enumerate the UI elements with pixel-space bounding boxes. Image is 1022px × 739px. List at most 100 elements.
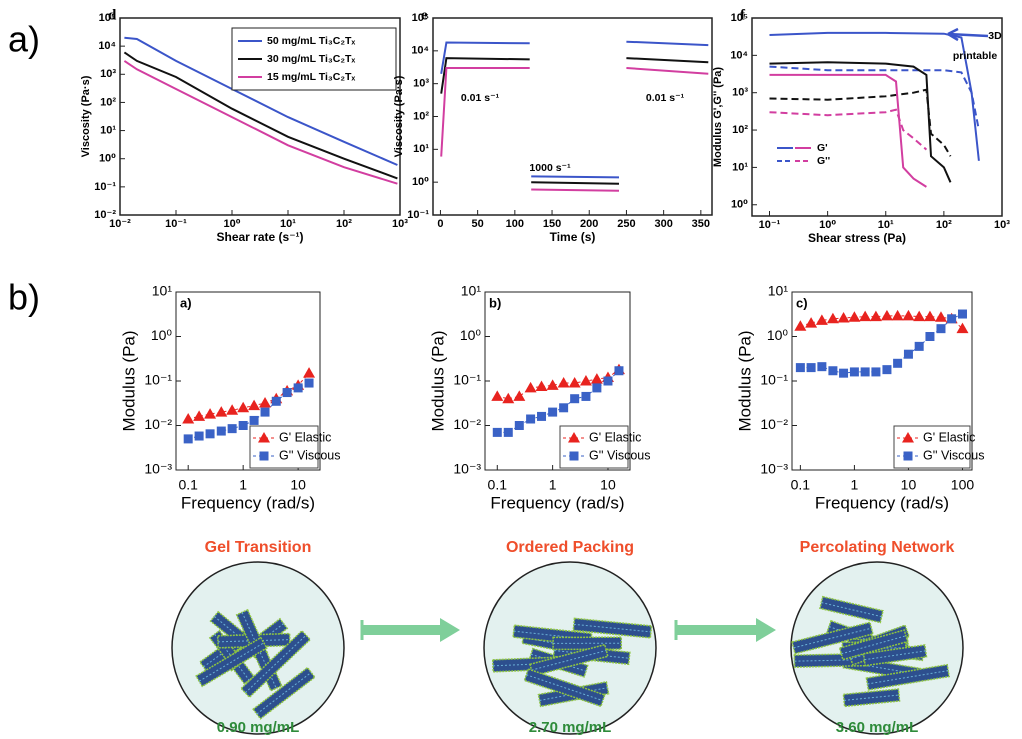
marker-square <box>304 378 314 388</box>
annotation: printable <box>953 50 997 62</box>
marker-triangle <box>535 380 548 392</box>
x-tick-label: 10³ <box>392 218 408 230</box>
marker-square <box>828 366 838 376</box>
x-tick-label: 0.1 <box>488 477 508 493</box>
x-tick-label: 10 <box>600 477 616 493</box>
nanosheet <box>791 621 874 655</box>
legend-marker <box>568 432 580 443</box>
marker-triangle <box>869 310 882 322</box>
nanosheet-stripe <box>573 623 651 633</box>
nanosheet <box>195 636 268 688</box>
x-tick-label: 10² <box>936 219 952 231</box>
marker-square <box>194 431 204 441</box>
y-tick-label: 10¹ <box>768 283 789 299</box>
marker-triangle <box>182 412 195 424</box>
marker-triangle <box>891 309 904 321</box>
marker-square <box>249 415 259 425</box>
stage-concentration: 3.60 mg/mL <box>836 719 919 736</box>
marker-triangle <box>215 406 228 417</box>
marker-square <box>205 429 215 439</box>
marker-triangle <box>237 401 250 413</box>
legend-label: G'' <box>817 155 830 167</box>
marker-square <box>260 407 270 417</box>
annotation: 1000 s⁻¹ <box>529 162 571 174</box>
nanosheet <box>838 629 909 661</box>
x-tick-label: 10⁰ <box>223 218 240 230</box>
legend-label: G' Elastic <box>589 430 641 444</box>
plot-frame <box>432 17 713 216</box>
y-tick-label: 10⁻² <box>453 416 481 432</box>
y-tick-label: 10⁰ <box>460 327 482 343</box>
y-axis-label: Viscosity (Pa·s) <box>393 75 405 157</box>
y-tick-label: 10⁻³ <box>453 461 481 477</box>
marker-triangle <box>837 312 850 323</box>
nanosheet-stripe <box>531 650 607 671</box>
y-tick-label: 10⁻¹ <box>453 372 481 388</box>
x-tick-label: 0.1 <box>791 477 811 493</box>
marker-triangle <box>579 375 592 386</box>
marker-triangle <box>880 309 893 321</box>
marker-triangle <box>303 367 316 378</box>
marker-square <box>936 324 946 334</box>
nanosheet-stripe <box>843 694 900 701</box>
legend-marker <box>903 451 913 461</box>
y-tick-label: 10⁻¹ <box>94 181 116 193</box>
row-label: b) <box>8 277 40 318</box>
x-tick-label: 350 <box>692 218 710 230</box>
arrow-head <box>756 618 776 642</box>
marker-square <box>795 363 805 373</box>
x-tick-label: 10⁻¹ <box>165 218 187 230</box>
y-tick-label: 10² <box>732 124 748 136</box>
x-tick-label: 100 <box>506 218 524 230</box>
marker-triangle <box>204 408 217 419</box>
series-line <box>440 41 530 74</box>
nanosheet-body <box>819 595 884 624</box>
y-axis-label: Modulus (Pa) <box>735 330 754 431</box>
marker-square <box>293 383 303 393</box>
series-line <box>440 57 530 94</box>
y-tick-label: 10⁻¹ <box>760 372 788 388</box>
y-tick-label: 10⁴ <box>730 49 748 61</box>
nanosheet <box>865 663 951 691</box>
marker-square <box>925 332 935 341</box>
stage-concentration: 2.70 mg/mL <box>529 719 612 736</box>
arrow-shaft <box>676 625 758 635</box>
x-tick-label: 10¹ <box>878 219 894 231</box>
x-tick-label: 10⁻¹ <box>759 219 781 231</box>
y-tick-label: 10¹ <box>100 124 116 136</box>
marker-triangle <box>248 399 261 411</box>
series-line <box>123 60 398 185</box>
stage-title: Percolating Network <box>800 539 955 556</box>
x-axis-label: Frequency (rad/s) <box>815 493 949 512</box>
y-tick-label: 10³ <box>100 68 116 80</box>
x-tick-label: 1 <box>239 477 247 493</box>
x-tick-label: 100 <box>951 477 975 493</box>
x-tick-label: 1 <box>851 477 859 493</box>
plot-frame <box>119 17 401 216</box>
marker-square <box>559 403 569 413</box>
legend-label: 30 mg/mL Ti₃C₂Tₓ <box>267 53 355 65</box>
marker-triangle <box>805 317 818 328</box>
legend-label: G' Elastic <box>279 430 331 444</box>
x-tick-label: 10 <box>901 477 917 493</box>
nanosheet <box>819 595 884 624</box>
x-tick-label: 10³ <box>994 219 1010 231</box>
x-tick-label: 0.1 <box>178 477 198 493</box>
series-line <box>769 108 928 151</box>
nanosheet <box>572 617 653 639</box>
nanosheet <box>240 629 312 699</box>
series-line <box>626 40 709 47</box>
series-line <box>769 65 980 131</box>
marker-triangle <box>502 392 515 404</box>
y-tick-label: 10⁴ <box>411 45 429 57</box>
marker-triangle <box>546 379 559 390</box>
marker-square <box>806 363 816 373</box>
y-tick-label: 10⁵ <box>99 12 116 24</box>
x-tick-label: 10⁰ <box>819 219 836 231</box>
nanosheet <box>862 644 928 667</box>
marker-triangle <box>826 312 839 324</box>
stage-title: Gel Transition <box>205 539 312 556</box>
y-tick-label: 10⁻¹ <box>407 209 429 221</box>
y-axis-label: Viscosity (Pa·s) <box>80 75 92 157</box>
marker-triangle <box>524 381 537 393</box>
